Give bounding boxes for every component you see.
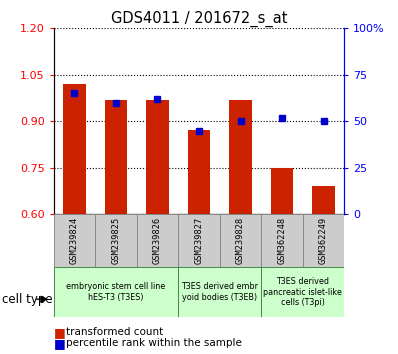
Text: GSM239827: GSM239827 (195, 217, 203, 264)
Bar (312, 185, 335, 214)
Bar (178, 214, 220, 267)
Bar (95, 214, 137, 267)
Text: GSM239826: GSM239826 (153, 217, 162, 264)
Text: GSM239825: GSM239825 (111, 217, 121, 264)
Bar (63, 84, 86, 214)
Text: embryonic stem cell line
hES-T3 (T3ES): embryonic stem cell line hES-T3 (T3ES) (66, 282, 166, 302)
Bar (229, 100, 252, 214)
Bar (54, 267, 178, 317)
Text: GSM362249: GSM362249 (319, 217, 328, 264)
Text: GSM239828: GSM239828 (236, 217, 245, 264)
Text: T3ES derived embr
yoid bodies (T3EB): T3ES derived embr yoid bodies (T3EB) (181, 282, 258, 302)
Text: percentile rank within the sample: percentile rank within the sample (66, 338, 242, 348)
Bar (146, 100, 169, 214)
Bar (271, 168, 293, 214)
Bar (137, 214, 178, 267)
Bar (303, 214, 344, 267)
Text: GSM239824: GSM239824 (70, 217, 79, 264)
Text: cell type: cell type (2, 293, 53, 306)
Text: ■: ■ (54, 326, 66, 338)
Bar (105, 100, 127, 214)
Bar (54, 214, 95, 267)
FancyArrowPatch shape (37, 296, 47, 302)
Text: GSM362248: GSM362248 (277, 217, 287, 264)
Text: transformed count: transformed count (66, 327, 163, 337)
Bar (261, 267, 344, 317)
Text: T3ES derived
pancreatic islet-like
cells (T3pi): T3ES derived pancreatic islet-like cells… (263, 277, 342, 307)
Bar (261, 214, 303, 267)
Text: ■: ■ (54, 337, 66, 350)
Bar (178, 267, 261, 317)
Title: GDS4011 / 201672_s_at: GDS4011 / 201672_s_at (111, 11, 287, 27)
Bar (220, 214, 261, 267)
Bar (187, 130, 211, 214)
